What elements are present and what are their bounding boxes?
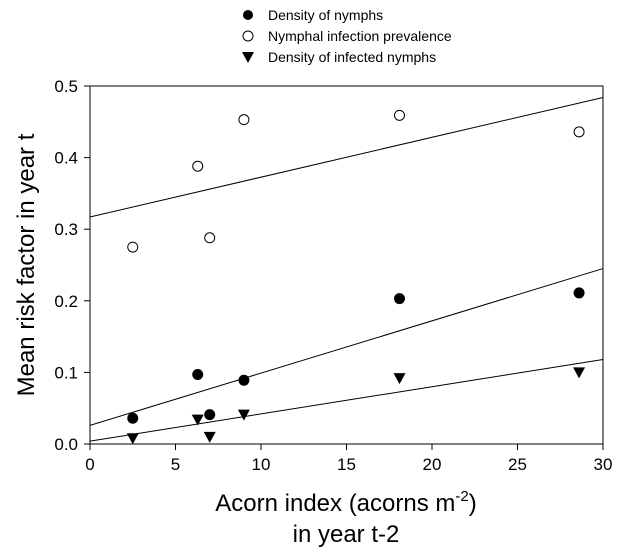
legend-marker-density-of-infected-nymphs: [242, 52, 254, 63]
x-axis-title-superscript: -2: [455, 488, 468, 505]
plot-area: [89, 85, 604, 445]
point-density-of-infected-nymphs: [203, 431, 216, 443]
y-tick-label: 0.5: [54, 77, 78, 96]
trendlines: [89, 96, 604, 442]
point-density-of-nymphs: [127, 412, 139, 424]
trendline-series-1: [89, 96, 604, 218]
point-density-of-nymphs: [573, 287, 585, 299]
y-tick-label: 0.1: [54, 363, 78, 382]
trendline-series-2: [89, 359, 604, 442]
point-density-of-nymphs: [204, 409, 216, 421]
x-tick-label: 30: [594, 455, 613, 474]
point-nymphal-infection-prevalence: [192, 160, 204, 172]
point-density-of-infected-nymphs: [393, 373, 406, 385]
x-tick-label: 0: [85, 455, 94, 474]
legend-marker-density-of-nymphs: [243, 10, 253, 20]
point-density-of-infected-nymphs: [237, 409, 250, 421]
x-axis-title: Acorn index (acorns m-2): [215, 488, 476, 517]
point-density-of-nymphs: [238, 374, 250, 386]
trendline-series-0: [89, 268, 604, 426]
y-tick-label: 0.0: [54, 435, 78, 454]
x-tick-label: 10: [252, 455, 271, 474]
x-axis-title-main: Acorn index (acorns m: [215, 490, 455, 517]
legend-label-density-of-infected-nymphs: Density of infected nymphs: [268, 49, 436, 65]
y-tick-label: 0.4: [54, 149, 78, 168]
point-nymphal-infection-prevalence: [204, 232, 216, 244]
point-nymphal-infection-prevalence: [573, 126, 585, 138]
y-tick-label: 0.2: [54, 292, 78, 311]
point-density-of-infected-nymphs: [573, 367, 586, 379]
point-density-of-infected-nymphs: [126, 433, 139, 445]
point-nymphal-infection-prevalence: [127, 241, 139, 253]
data-points: [126, 109, 586, 445]
point-density-of-infected-nymphs: [191, 414, 204, 426]
point-nymphal-infection-prevalence: [238, 114, 250, 126]
y-tick-label: 0.3: [54, 220, 78, 239]
point-density-of-nymphs: [394, 293, 406, 305]
legend: Density of nymphs Nymphal infection prev…: [242, 7, 452, 65]
x-tick-label: 15: [337, 455, 356, 474]
point-density-of-nymphs: [192, 369, 204, 381]
y-axis: 0.0 0.1 0.2 0.3 0.4 0.5: [54, 77, 90, 454]
x-axis-title-close: ): [469, 490, 477, 517]
x-tick-label: 25: [508, 455, 527, 474]
legend-label-nymphal-infection-prevalence: Nymphal infection prevalence: [268, 28, 452, 44]
point-nymphal-infection-prevalence: [394, 109, 406, 121]
legend-label-density-of-nymphs: Density of nymphs: [268, 7, 383, 23]
y-axis-title: Mean risk factor in year t: [13, 133, 40, 396]
legend-marker-nymphal-infection-prevalence: [242, 30, 254, 42]
x-tick-label: 20: [423, 455, 442, 474]
x-tick-label: 5: [171, 455, 180, 474]
x-axis: 0 5 10 15 20 25 30: [85, 444, 612, 474]
x-axis-title-line2: in year t-2: [293, 521, 400, 548]
